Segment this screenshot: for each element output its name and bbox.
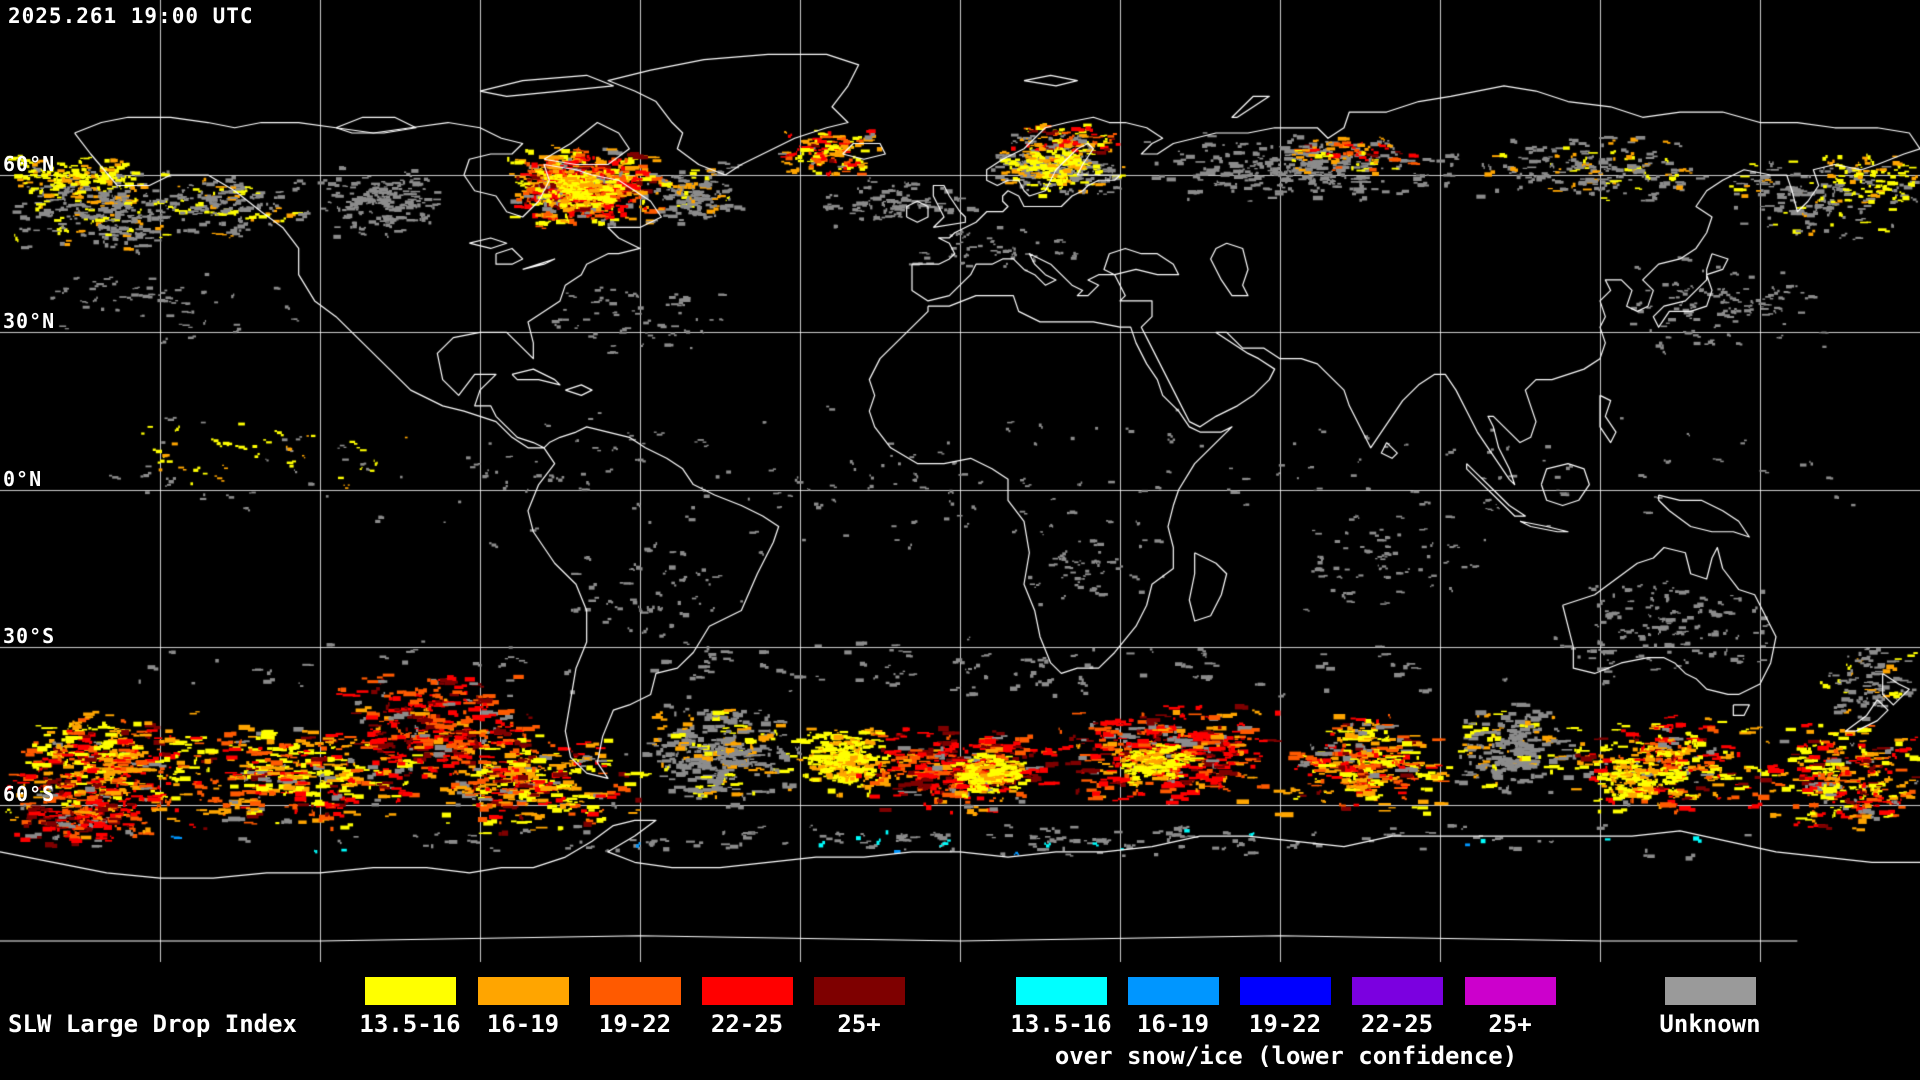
legend-swatch-liquid-2 — [478, 977, 569, 1005]
legend-swatch-snow-5 — [1465, 977, 1556, 1005]
lat-label-30n: 30°N — [3, 309, 56, 333]
legend-swatch-unknown — [1665, 977, 1756, 1005]
legend-swatch-liquid-5 — [814, 977, 905, 1005]
legend-label-snow-5: 25+ — [1488, 1010, 1532, 1038]
legend-snow-caption: over snow/ice (lower confidence) — [1054, 1042, 1518, 1070]
legend-label-liquid-2: 16-19 — [486, 1010, 560, 1038]
legend-swatch-liquid-1 — [365, 977, 456, 1005]
legend-label-unknown: Unknown — [1659, 1010, 1761, 1038]
legend-label-liquid-5: 25+ — [837, 1010, 881, 1038]
legend-label-snow-1: 13.5-16 — [1010, 1010, 1112, 1038]
lat-label-30s: 30°S — [3, 624, 56, 648]
lat-label-60n: 60°N — [3, 152, 56, 176]
legend-label-liquid-4: 22-25 — [710, 1010, 784, 1038]
legend-swatch-liquid-4 — [702, 977, 793, 1005]
legend-swatch-snow-2 — [1128, 977, 1219, 1005]
lat-label-0n: 0°N — [3, 467, 43, 491]
legend-label-snow-3: 19-22 — [1248, 1010, 1322, 1038]
legend-label-liquid-1: 13.5-16 — [359, 1010, 461, 1038]
legend-swatch-liquid-3 — [590, 977, 681, 1005]
lat-label-60s: 60°S — [3, 782, 56, 806]
legend-label-snow-4: 22-25 — [1360, 1010, 1434, 1038]
legend-swatch-snow-4 — [1352, 977, 1443, 1005]
legend-swatch-snow-3 — [1240, 977, 1331, 1005]
legend-label-liquid-3: 19-22 — [598, 1010, 672, 1038]
legend-title: SLW Large Drop Index — [8, 1010, 297, 1038]
legend-swatch-snow-1 — [1016, 977, 1107, 1005]
legend-label-snow-2: 16-19 — [1136, 1010, 1210, 1038]
timestamp: 2025.261 19:00 UTC — [8, 4, 254, 28]
